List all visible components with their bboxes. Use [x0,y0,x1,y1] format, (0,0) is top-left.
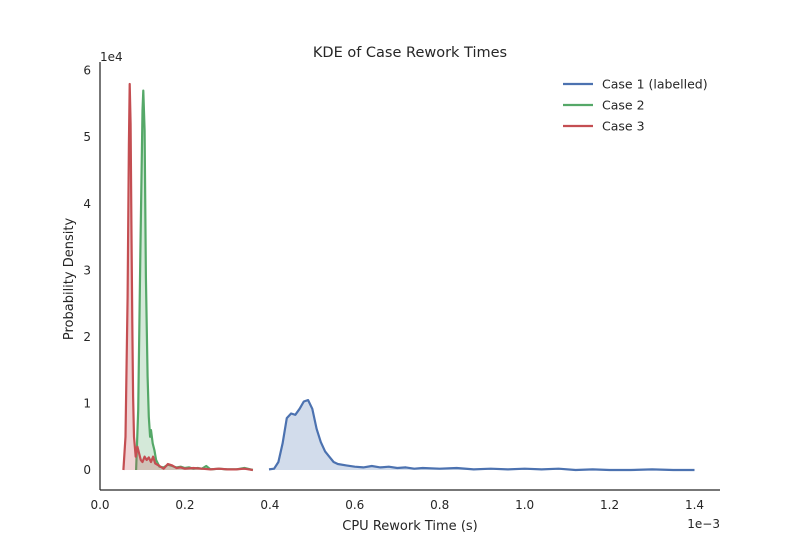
y-tick-label: 0 [83,463,91,477]
y-tick-label: 1 [83,396,91,410]
legend-label-3: Case 3 [602,119,645,134]
axes-layer: 0.0 0.2 0.4 0.6 0.8 1.0 1.2 1.4 0 1 2 3 4 5 6 [83,62,720,512]
x-tick-label: 0.8 [430,498,449,512]
x-tick-label: 1.2 [600,498,619,512]
legend-label-1: Case 1 (labelled) [602,77,708,92]
y-scale-label: 1e4 [100,50,123,64]
series-fill-2 [136,90,253,470]
y-tick-label: 3 [83,263,91,277]
y-axis-label: Probability Density [62,218,77,341]
series-fill-1 [269,400,695,470]
series-line-1 [268,399,695,472]
x-tick-label: 0.6 [345,498,364,512]
x-tick-label: 1.0 [515,498,534,512]
x-tick-label: 0.4 [260,498,279,512]
x-tick-label: 1.4 [685,498,704,512]
y-tick-label: 5 [83,130,91,144]
y-tick-label: 4 [83,197,91,211]
x-tick-label: 0.2 [175,498,194,512]
y-tick-label: 2 [83,330,91,344]
legend: Case 1 (labelled) Case 2 Case 3 [563,77,708,134]
x-tick-label: 0.0 [90,498,109,512]
y-tick-label: 6 [83,64,91,78]
chart-title: KDE of Case Rework Times [313,45,507,61]
series-line-3 [122,82,254,472]
x-axis-label: CPU Rework Time (s) [342,519,477,534]
x-scale-label: 1e−3 [687,517,720,531]
series-layer [122,82,695,472]
series-line-2 [135,89,254,472]
legend-label-2: Case 2 [602,98,645,113]
